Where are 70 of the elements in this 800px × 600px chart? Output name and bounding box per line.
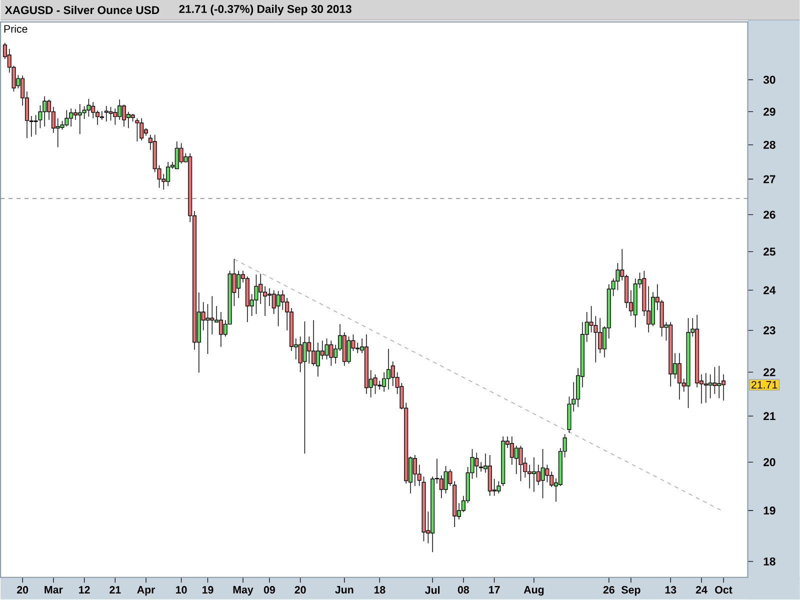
candlestick xyxy=(254,274,258,314)
candlestick xyxy=(324,338,329,360)
x-tick-label: 20 xyxy=(17,586,28,594)
candlestick xyxy=(708,374,712,399)
y-tick-label: 27 xyxy=(764,175,776,184)
candlestick xyxy=(514,445,518,474)
candlestick xyxy=(496,480,501,494)
candlestick xyxy=(206,304,210,354)
x-tick-label: Jul xyxy=(425,586,440,594)
candlestick xyxy=(64,110,69,127)
x-tick-label: May xyxy=(233,586,254,596)
x-tick-label: 19 xyxy=(202,586,214,594)
candlestick xyxy=(545,464,550,483)
y-tick-label: 24 xyxy=(764,286,776,294)
x-tick-label: 12 xyxy=(79,586,90,594)
y-tick-label: 30 xyxy=(763,76,776,84)
candlestick xyxy=(448,468,452,486)
x-tick-label: 10 xyxy=(176,586,187,594)
y-axis-title: Price xyxy=(4,24,28,33)
x-tick-label: 08 xyxy=(458,586,470,594)
chart-subtitle: 21.71 (-0.37%) Daily Sep 30 2013 xyxy=(179,4,352,16)
y-tick-label: 25 xyxy=(764,248,776,256)
candlestick xyxy=(346,336,351,364)
y-tick-label: 22 xyxy=(764,368,776,376)
x-tick-label: 20 xyxy=(294,586,306,594)
chart-title: XAGUSD - Silver Ounce USD xyxy=(4,6,160,14)
candlestick xyxy=(444,466,448,494)
text: 21.71 xyxy=(752,380,778,388)
x-tick-label: Oct xyxy=(715,586,732,594)
candlestick xyxy=(34,114,38,136)
candlestick xyxy=(373,374,378,394)
candlestick xyxy=(474,452,479,478)
x-tick-label: 09 xyxy=(264,586,275,594)
x-tick-label: Sep xyxy=(621,586,640,596)
candlestick xyxy=(113,108,118,126)
x-tick-label: Jun xyxy=(335,586,354,594)
candlestick xyxy=(479,462,484,472)
x-tick-label: 17 xyxy=(489,586,500,594)
x-tick-label: Aug xyxy=(524,586,544,596)
y-tick-label: 20 xyxy=(764,458,776,466)
x-tick-label: 24 xyxy=(696,586,708,594)
candlestick xyxy=(280,290,285,310)
candlestick xyxy=(589,306,594,333)
x-tick-label: 21 xyxy=(110,586,121,594)
candlestick xyxy=(518,445,523,482)
y-tick-label: 19 xyxy=(764,506,776,514)
candlestick xyxy=(616,262,620,290)
y-tick-label: 29 xyxy=(764,108,776,116)
candlestick xyxy=(100,110,104,120)
candlestick xyxy=(135,118,140,142)
candlestick xyxy=(38,104,42,128)
candlestick xyxy=(276,290,280,326)
candlestick xyxy=(86,98,91,117)
candlestick xyxy=(298,336,302,373)
y-tick-label: 26 xyxy=(764,210,776,219)
candlestick xyxy=(302,320,307,454)
candlestick xyxy=(540,448,545,499)
candlestick xyxy=(82,106,86,120)
candlestick xyxy=(594,316,598,363)
candlestick xyxy=(329,340,334,366)
x-tick-label: Apr xyxy=(137,586,156,596)
x-tick-label: Mar xyxy=(44,586,63,594)
y-tick-label: 28 xyxy=(764,140,776,149)
x-tick-label: 26 xyxy=(603,586,614,594)
x-tick-label: 13 xyxy=(665,586,676,594)
y-tick-label: 23 xyxy=(764,326,776,334)
y-tick-label: 18 xyxy=(764,557,776,566)
x-tick-label: 18 xyxy=(374,586,386,594)
y-tick-label: 21 xyxy=(764,412,776,420)
candlestick xyxy=(712,366,717,394)
